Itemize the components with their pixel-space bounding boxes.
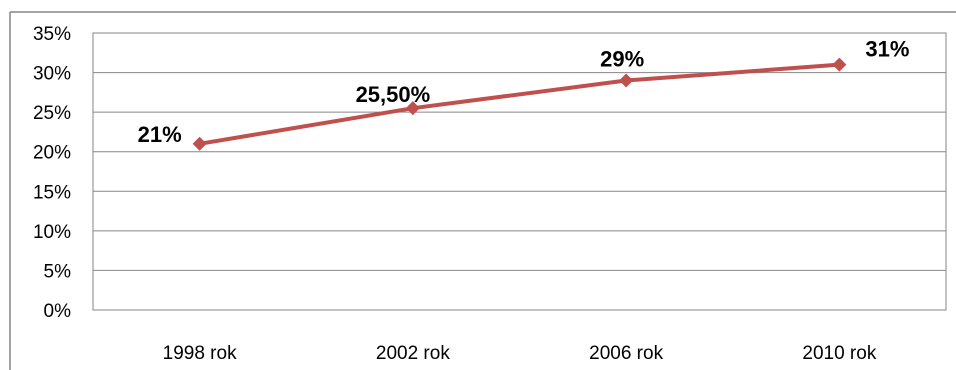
chart-outer-border <box>9 11 956 370</box>
y-tick-label: 20% <box>33 143 71 164</box>
data-label: 25,50% <box>356 82 431 107</box>
data-label: 29% <box>600 46 644 71</box>
series-markers <box>192 57 847 151</box>
plot-area-border <box>92 32 947 311</box>
y-tick-label: 25% <box>33 103 71 124</box>
x-tick-label: 1998 rok <box>163 343 237 364</box>
y-tick-label: 30% <box>33 64 71 85</box>
series-line-group <box>199 62 840 146</box>
y-axis-tick-labels: 0% 5% 10% 15% 20% 25% 30% 35% <box>33 24 71 322</box>
y-tick-label: 15% <box>33 182 71 203</box>
data-label: 21% <box>138 122 182 147</box>
data-point-marker <box>192 136 207 151</box>
x-tick-label: 2002 rok <box>376 343 450 364</box>
data-point-marker <box>619 73 634 88</box>
y-tick-label: 10% <box>33 222 71 243</box>
plot-area-rect <box>92 32 947 311</box>
y-tick-label: 5% <box>44 261 72 282</box>
y-tick-label: 35% <box>33 24 71 45</box>
x-axis-tick-labels: 1998 rok 2002 rok 2006 rok 2010 rok <box>163 343 877 364</box>
series-line <box>199 62 840 146</box>
data-point-marker <box>405 101 420 116</box>
data-label: 31% <box>865 37 909 62</box>
data-labels: 21% 25,50% 29% 31% <box>138 37 910 147</box>
y-tick-label: 0% <box>44 301 72 322</box>
x-tick-label: 2010 rok <box>802 343 876 364</box>
gridlines <box>93 32 946 271</box>
x-tick-label: 2006 rok <box>589 343 663 364</box>
data-point-marker <box>832 57 847 72</box>
